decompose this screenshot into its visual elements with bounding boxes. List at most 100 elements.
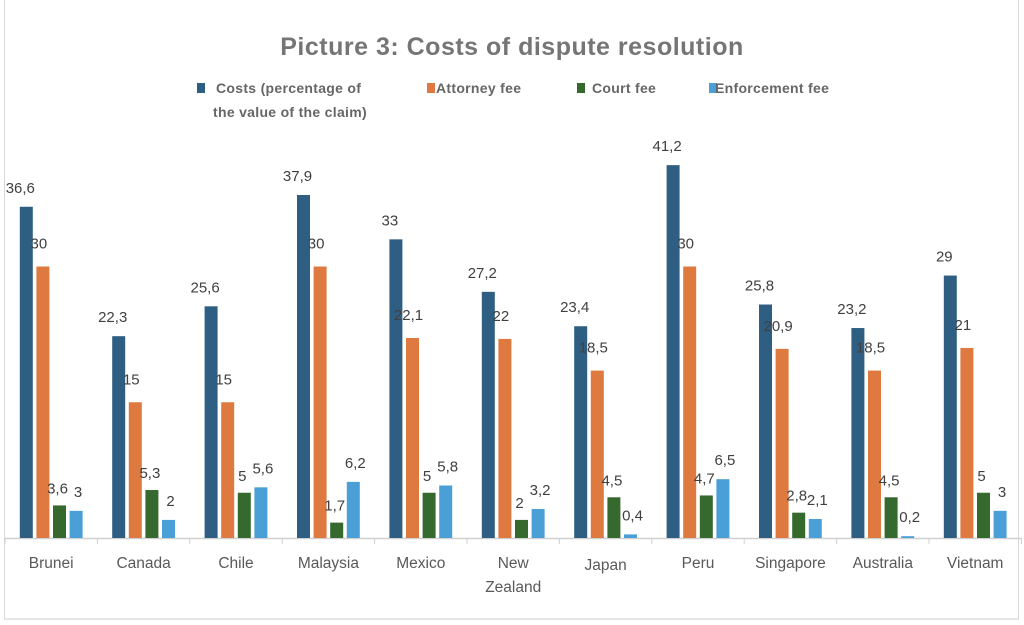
data-label-costs-canada: 22,3 <box>98 309 127 326</box>
bar-attorney-fee-new-zealand[interactable] <box>498 338 512 538</box>
bar-enforcement-fee-mexico[interactable] <box>439 485 453 538</box>
bar-attorney-fee-chile[interactable] <box>221 402 235 538</box>
x-tick-label-mexico: Mexico <box>396 555 445 572</box>
x-tick-label-chile: Chile <box>218 555 253 572</box>
bar-enforcement-fee-chile[interactable] <box>254 487 268 538</box>
data-label-attorney-fee-australia: 18,5 <box>856 340 885 357</box>
bar-costs-chile[interactable] <box>204 306 218 538</box>
data-label-court-fee-brunei: 3,6 <box>47 480 68 497</box>
bar-enforcement-fee-peru[interactable] <box>716 479 730 538</box>
bar-enforcement-fee-vietnam[interactable] <box>993 510 1007 538</box>
bar-attorney-fee-peru[interactable] <box>683 266 697 539</box>
bar-costs-japan[interactable] <box>574 326 588 538</box>
legend-swatch-enforcement-fee <box>709 83 717 93</box>
bar-enforcement-fee-singapore[interactable] <box>808 518 822 538</box>
data-label-enforcement-fee-malaysia: 6,2 <box>345 455 366 472</box>
x-tick-label-malaysia: Malaysia <box>298 555 360 572</box>
bar-court-fee-new-zealand[interactable] <box>515 519 528 538</box>
bar-costs-canada[interactable] <box>112 336 126 538</box>
bar-court-fee-chile[interactable] <box>237 492 251 538</box>
data-label-attorney-fee-canada: 15 <box>123 371 140 388</box>
bar-costs-malaysia[interactable] <box>297 195 310 538</box>
bar-court-fee-mexico[interactable] <box>422 492 436 538</box>
chart-title: Picture 3: Costs of dispute resolution <box>280 33 744 61</box>
data-label-attorney-fee-new-zealand: 22 <box>493 308 510 325</box>
data-label-court-fee-mexico: 5 <box>423 468 431 485</box>
x-tick-label-new-zealand-line2: Zealand <box>485 579 541 596</box>
bar-court-fee-australia[interactable] <box>884 497 898 538</box>
data-label-attorney-fee-brunei: 30 <box>31 236 48 253</box>
bar-attorney-fee-mexico[interactable] <box>406 337 419 538</box>
data-label-court-fee-malaysia: 1,7 <box>324 498 345 515</box>
data-label-attorney-fee-singapore: 20,9 <box>763 318 792 335</box>
data-label-enforcement-fee-peru: 6,5 <box>714 452 735 469</box>
bar-enforcement-fee-australia[interactable] <box>901 536 915 538</box>
bar-attorney-fee-canada[interactable] <box>128 402 142 538</box>
bar-court-fee-japan[interactable] <box>607 497 621 538</box>
bar-costs-peru[interactable] <box>666 165 680 538</box>
legend-label-enforcement-fee: Enforcement fee <box>715 80 830 96</box>
data-label-court-fee-japan: 4,5 <box>601 472 622 489</box>
data-label-enforcement-fee-canada: 2 <box>166 493 174 510</box>
bar-costs-australia[interactable] <box>851 328 865 538</box>
bar-enforcement-fee-malaysia[interactable] <box>346 481 360 538</box>
x-tick-label-peru: Peru <box>682 555 715 572</box>
chart-frame <box>4 0 1019 620</box>
bar-enforcement-fee-canada[interactable] <box>162 519 175 538</box>
bar-court-fee-singapore[interactable] <box>792 512 806 538</box>
x-tick-label-japan: Japan <box>584 557 626 574</box>
x-tick-label-australia: Australia <box>853 555 914 572</box>
data-label-enforcement-fee-chile: 5,6 <box>252 460 273 477</box>
bar-court-fee-malaysia[interactable] <box>330 522 344 538</box>
data-label-attorney-fee-mexico: 22,1 <box>394 307 423 324</box>
bar-court-fee-canada[interactable] <box>145 490 159 538</box>
data-label-court-fee-peru: 4,7 <box>694 470 715 487</box>
data-label-attorney-fee-peru: 30 <box>677 236 694 253</box>
data-label-court-fee-australia: 4,5 <box>879 472 900 489</box>
data-label-enforcement-fee-brunei: 3 <box>74 484 82 501</box>
data-label-enforcement-fee-singapore: 2,1 <box>807 492 828 509</box>
x-tick-label-new-zealand-line1: New <box>498 555 530 572</box>
legend-swatch-attorney-fee <box>427 83 435 93</box>
data-label-enforcement-fee-new-zealand: 3,2 <box>530 482 551 499</box>
legend-label-court-fee: Court fee <box>592 80 657 96</box>
bar-costs-new-zealand[interactable] <box>481 291 495 538</box>
data-label-costs-singapore: 25,8 <box>745 278 774 295</box>
data-label-enforcement-fee-mexico: 5,8 <box>437 459 458 476</box>
bar-costs-brunei[interactable] <box>19 206 33 538</box>
bar-court-fee-brunei[interactable] <box>53 505 66 538</box>
data-label-court-fee-vietnam: 5 <box>977 468 985 485</box>
data-label-costs-vietnam: 29 <box>936 249 953 266</box>
data-label-costs-brunei: 36,6 <box>6 180 35 197</box>
data-label-costs-australia: 23,2 <box>837 301 866 318</box>
data-label-attorney-fee-japan: 18,5 <box>579 340 608 357</box>
bar-attorney-fee-vietnam[interactable] <box>960 347 974 538</box>
bar-enforcement-fee-japan[interactable] <box>624 534 637 538</box>
bar-enforcement-fee-new-zealand[interactable] <box>531 509 545 538</box>
legend-label-costs-line1: Costs (percentage of <box>216 80 362 96</box>
data-label-court-fee-singapore: 2,8 <box>786 488 807 505</box>
bar-attorney-fee-singapore[interactable] <box>775 348 789 538</box>
legend-label-costs-line2: the value of the claim) <box>213 104 367 120</box>
legend-swatch-costs <box>197 83 205 93</box>
bar-attorney-fee-japan[interactable] <box>590 370 604 538</box>
data-label-costs-japan: 23,4 <box>560 299 589 316</box>
bar-enforcement-fee-brunei[interactable] <box>69 510 83 538</box>
bar-costs-vietnam[interactable] <box>943 275 957 538</box>
legend-swatch-court-fee <box>577 83 585 93</box>
bar-court-fee-vietnam[interactable] <box>977 492 990 538</box>
data-label-attorney-fee-vietnam: 21 <box>955 317 972 334</box>
bar-attorney-fee-brunei[interactable] <box>36 266 50 539</box>
bar-attorney-fee-malaysia[interactable] <box>313 266 327 539</box>
bar-court-fee-peru[interactable] <box>699 495 713 538</box>
data-label-enforcement-fee-vietnam: 3 <box>998 484 1006 501</box>
bar-attorney-fee-australia[interactable] <box>868 370 881 538</box>
x-tick-label-brunei: Brunei <box>29 555 74 572</box>
data-label-court-fee-new-zealand: 2 <box>515 495 523 512</box>
data-label-attorney-fee-chile: 15 <box>215 371 232 388</box>
bar-costs-mexico[interactable] <box>389 239 403 538</box>
bar-costs-singapore[interactable] <box>759 304 772 538</box>
data-label-costs-malaysia: 37,9 <box>283 168 312 185</box>
data-label-court-fee-canada: 5,3 <box>139 465 160 482</box>
